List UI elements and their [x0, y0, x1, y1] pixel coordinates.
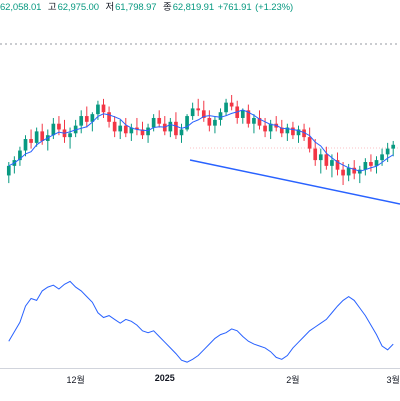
candle-body — [330, 160, 334, 166]
candle-body — [34, 131, 39, 143]
candle-body — [174, 121, 178, 136]
ohlc-legend: 62,058.01 고62,975.00 저61,798.97 종62,819.… — [0, 0, 400, 16]
x-tick-label: 2025 — [154, 373, 175, 383]
candle-body — [307, 137, 312, 149]
candle-body — [23, 139, 28, 151]
candle-body — [168, 121, 173, 132]
candle-body — [313, 148, 318, 161]
candle-body — [240, 110, 245, 118]
candle-body — [385, 148, 390, 155]
candle-body — [363, 162, 368, 170]
trendline — [189, 159, 400, 205]
candle-body — [285, 127, 290, 134]
candle-body — [369, 162, 373, 166]
candle-body — [302, 129, 306, 138]
candle-body — [291, 127, 295, 136]
candle-body — [324, 154, 329, 166]
candle-body — [224, 102, 228, 113]
candle-body — [51, 123, 56, 136]
high-value: 62,975.00 — [57, 2, 99, 13]
candle-body — [296, 129, 301, 136]
candle-body — [201, 110, 206, 118]
candle-body — [218, 112, 223, 120]
candle-body — [318, 154, 323, 161]
x-tick-label: 12월 — [66, 375, 85, 385]
candle-body — [101, 104, 106, 113]
candle-body — [90, 114, 95, 122]
candle-body — [252, 117, 256, 124]
candle-body — [79, 116, 84, 126]
candle-body — [190, 108, 195, 117]
candle-body — [68, 133, 72, 138]
candle-body — [229, 102, 234, 107]
candle-body — [279, 127, 284, 134]
candle-body — [18, 150, 22, 161]
candle-body — [146, 127, 150, 136]
candle-body — [135, 127, 139, 130]
candle-body — [57, 123, 61, 130]
candle-body — [96, 104, 100, 115]
low-value: 61,798.97 — [115, 2, 157, 13]
x-tick-label: 3월 — [386, 375, 400, 385]
open-value: 62,058.01 — [0, 2, 42, 13]
candle-body — [140, 129, 145, 136]
candle-body — [84, 116, 89, 122]
candle-body — [179, 129, 184, 136]
candle-body — [6, 165, 11, 176]
candle-body — [263, 125, 267, 132]
candle-body — [213, 119, 217, 126]
moving-average-line — [8, 109, 394, 172]
candle-body — [257, 117, 262, 126]
candle-body — [112, 121, 117, 132]
candle-body — [29, 139, 33, 143]
price-chart[interactable] — [0, 0, 400, 368]
candle-body — [246, 110, 251, 124]
candle-body — [268, 123, 273, 132]
change-value: +761.91 — [217, 2, 252, 13]
candle-body — [380, 154, 384, 161]
candle-body — [391, 144, 396, 149]
low-label: 저 — [105, 2, 115, 13]
candle-body — [185, 116, 189, 130]
candle-body — [341, 169, 345, 176]
candle-body — [118, 125, 123, 132]
candle-body — [157, 117, 162, 124]
time-axis[interactable]: 12월 2025 2월 3월 — [0, 368, 400, 401]
candle-body — [151, 117, 156, 128]
candle-body — [196, 108, 201, 111]
candle-body — [374, 160, 379, 166]
candle-body — [346, 167, 351, 176]
candle-body — [123, 125, 128, 134]
high-label: 고 — [47, 2, 57, 13]
close-label: 종 — [163, 2, 172, 13]
candle-body — [107, 112, 111, 122]
candle-body — [129, 127, 134, 134]
candle-body — [352, 167, 357, 174]
candle-body — [335, 160, 340, 170]
close-value: 62,819.91 — [172, 2, 215, 13]
change-percent: (+1.23%) — [255, 2, 294, 13]
candle-body — [207, 117, 212, 126]
x-tick-label: 2월 — [286, 375, 300, 385]
oscillator-line — [8, 280, 394, 363]
candle-body — [40, 131, 45, 141]
